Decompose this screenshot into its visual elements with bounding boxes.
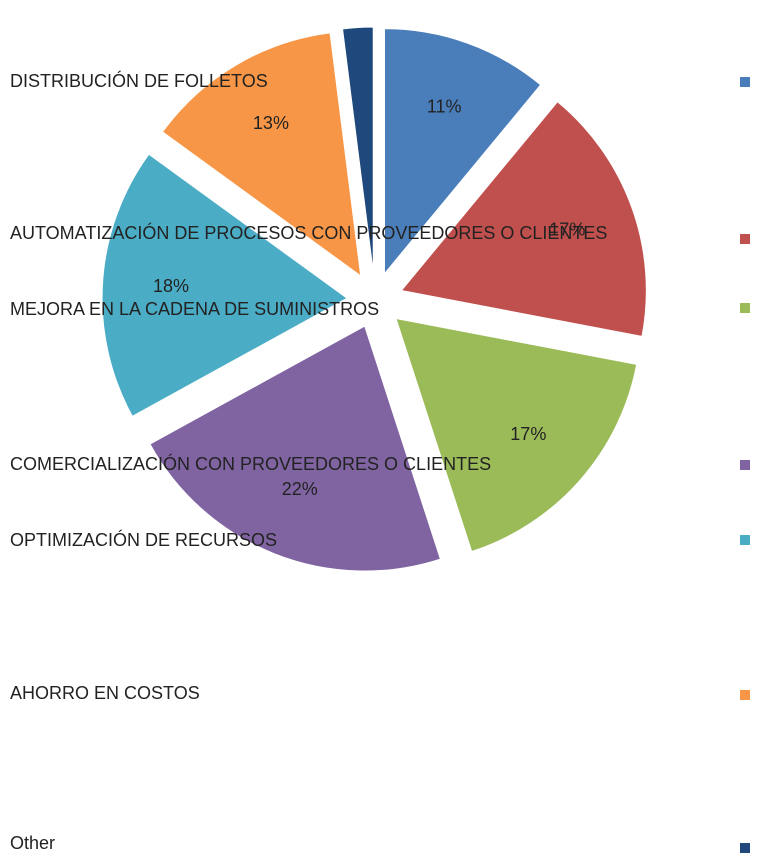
legend-swatch xyxy=(740,460,750,470)
data-label: 13% xyxy=(253,113,289,133)
legend-swatch xyxy=(740,535,750,545)
pie-slice xyxy=(400,101,647,338)
data-label: 17% xyxy=(510,424,546,444)
legend-swatch xyxy=(740,690,750,700)
legend-label: Other xyxy=(10,833,55,853)
slices xyxy=(101,26,647,572)
pie-slice xyxy=(161,32,362,277)
legend-label: COMERCIALIZACIÓN CON PROVEEDORES O CLIEN… xyxy=(10,453,491,474)
legend-label: OPTIMIZACIÓN DE RECURSOS xyxy=(10,529,277,550)
pie-slice xyxy=(149,325,442,572)
legend-label: AUTOMATIZACIÓN DE PROCESOS CON PROVEEDOR… xyxy=(10,222,607,243)
data-label: 22% xyxy=(282,479,318,499)
pie-slice xyxy=(101,153,348,417)
legend-swatch xyxy=(740,303,750,313)
legend-label: MEJORA EN LA CADENA DE SUMINISTROS xyxy=(10,299,379,319)
legend-swatch xyxy=(740,77,750,87)
data-label: 11% xyxy=(427,96,462,116)
legend-label: DISTRIBUCIÓN DE FOLLETOS xyxy=(10,70,268,91)
data-label: 18% xyxy=(153,276,189,296)
pie-slice xyxy=(341,26,374,273)
legend-swatch xyxy=(740,843,750,853)
data-label: 17% xyxy=(549,220,585,240)
legend-swatch xyxy=(740,234,750,244)
pie-slice xyxy=(395,317,638,553)
pie-slice xyxy=(383,28,542,276)
legend-label: AHORRO EN COSTOS xyxy=(10,683,200,703)
